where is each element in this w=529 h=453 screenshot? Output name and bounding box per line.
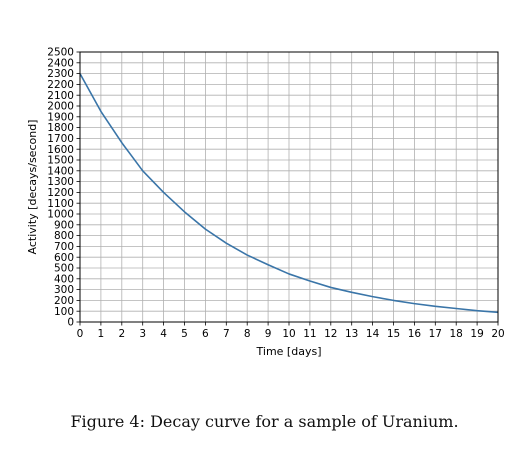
- y-tick-label: 2200: [47, 79, 74, 91]
- y-tick-label: 2300: [47, 68, 74, 80]
- y-tick-label: 400: [54, 273, 74, 285]
- x-tick-label: 3: [139, 328, 146, 340]
- x-tick-label: 10: [282, 328, 295, 340]
- y-tick-label: 100: [54, 306, 74, 318]
- x-tick-label: 13: [345, 328, 358, 340]
- x-tick-label: 7: [223, 328, 230, 340]
- y-tick-label: 0: [67, 317, 74, 329]
- x-tick-label: 18: [450, 328, 463, 340]
- x-tick-label: 5: [181, 328, 188, 340]
- x-tick-label: 20: [491, 328, 504, 340]
- x-tick-label: 17: [429, 328, 442, 340]
- x-tick-label: 2: [118, 328, 125, 340]
- y-tick-label: 1600: [47, 144, 74, 156]
- y-tick-label: 1400: [47, 165, 74, 177]
- x-tick-label: 16: [408, 328, 422, 340]
- decay-curve-line: [79, 73, 499, 314]
- y-tick-label: 800: [54, 230, 74, 242]
- y-tick-label: 2000: [47, 101, 74, 113]
- x-tick-label: 8: [244, 328, 251, 340]
- x-tick-label: 14: [366, 328, 380, 340]
- y-tick-label: 2100: [47, 90, 74, 102]
- y-axis-label: Activity [decays/second]: [26, 120, 39, 255]
- x-tick-label: 12: [324, 328, 337, 340]
- y-tick-label: 1300: [47, 176, 74, 188]
- figure-caption: Figure 4: Decay curve for a sample of Ur…: [70, 412, 459, 431]
- y-tick-label: 900: [54, 219, 74, 231]
- x-axis-label: Time [days]: [256, 345, 322, 358]
- x-tick-label: 11: [303, 328, 316, 340]
- axis-ticks: [76, 51, 499, 326]
- x-tick-label: 19: [470, 328, 483, 340]
- y-tick-label: 1900: [47, 111, 74, 123]
- tick-labels: 0 1 2 3 4 5 6 7 8 9 10 11 12 13 14 15 16 17 18 19 2001002003…: [47, 47, 504, 340]
- y-tick-label: 300: [54, 284, 74, 296]
- data-series: [79, 73, 499, 314]
- y-tick-label: 2500: [47, 47, 74, 59]
- y-tick-label: 700: [54, 241, 74, 253]
- x-tick-label: 9: [265, 328, 272, 340]
- y-tick-label: 500: [54, 263, 74, 275]
- y-tick-label: 1700: [47, 133, 74, 145]
- y-tick-label: 1100: [47, 198, 74, 210]
- x-tick-label: 6: [202, 328, 209, 340]
- y-tick-label: 2400: [47, 57, 74, 69]
- x-tick-label: 15: [387, 328, 400, 340]
- y-tick-label: 1500: [47, 155, 74, 167]
- y-tick-label: 1000: [47, 209, 74, 221]
- x-tick-label: 1: [98, 328, 105, 340]
- y-tick-label: 200: [54, 295, 74, 307]
- plot-frame: [79, 51, 499, 323]
- y-tick-label: 1200: [47, 187, 74, 199]
- decay-chart: 0 1 2 3 4 5 6 7 8 9 10 11 12 13 14 15 16 17 18 19 2001002003…: [26, 47, 505, 358]
- y-tick-label: 1800: [47, 122, 74, 134]
- y-tick-label: 600: [54, 252, 74, 264]
- x-tick-label: 0: [77, 328, 84, 340]
- grid-lines: [79, 51, 499, 323]
- x-tick-label: 4: [160, 328, 167, 340]
